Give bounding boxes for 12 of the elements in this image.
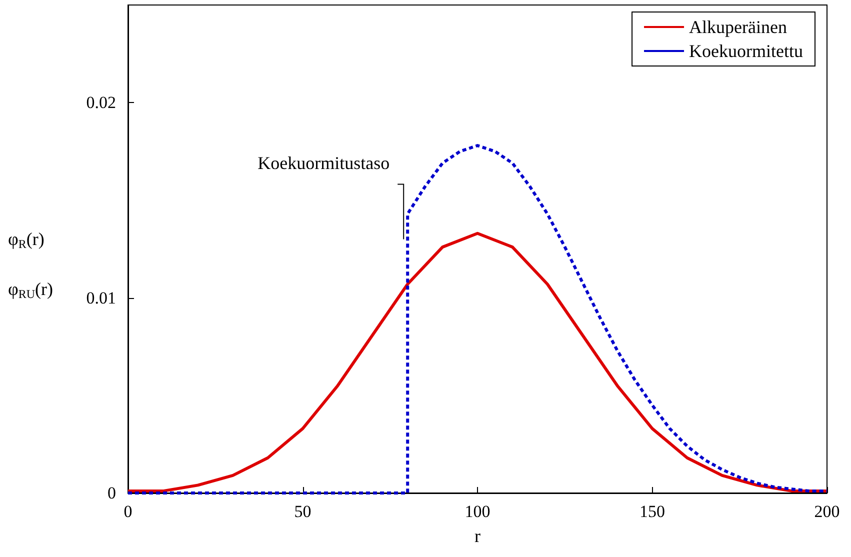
y-tick-label: 0.02 [86, 93, 116, 112]
y-tick-label: 0 [108, 484, 116, 502]
x-axis-title: r [474, 526, 480, 546]
x-tick-label: 100 [464, 502, 490, 521]
x-tick-label: 50 [294, 502, 312, 521]
legend-label: Koekuormitettu [689, 41, 804, 61]
y-tick-label: 0.01 [86, 288, 116, 308]
annotation: Koekuormitustaso [258, 153, 390, 174]
x-tick-label: 200 [814, 502, 840, 521]
x-tick-label: 0 [124, 502, 132, 521]
legend-label: Alkuperäinen [689, 17, 787, 37]
x-tick-label: 150 [640, 502, 665, 521]
